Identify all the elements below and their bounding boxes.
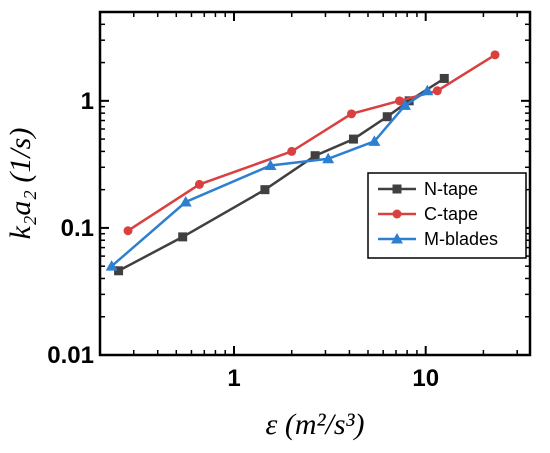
x-tick-label: 1 bbox=[227, 365, 240, 392]
data-point bbox=[322, 152, 335, 164]
data-point bbox=[490, 50, 500, 60]
data-point bbox=[123, 226, 133, 236]
data-point bbox=[179, 195, 192, 207]
data-point bbox=[394, 96, 404, 106]
series-c-tape bbox=[123, 50, 500, 236]
legend-item: M-blades bbox=[378, 229, 498, 249]
legend-swatch-marker bbox=[391, 233, 403, 244]
data-point bbox=[399, 99, 412, 110]
x-tick-label: 10 bbox=[412, 365, 439, 392]
x-axis-ticks: 1 10 bbox=[99, 12, 518, 392]
y-tick-label: 0.1 bbox=[61, 215, 94, 242]
data-point bbox=[346, 109, 356, 119]
data-point bbox=[287, 146, 297, 156]
data-point bbox=[114, 266, 124, 276]
legend-label: C-tape bbox=[424, 204, 478, 224]
data-point bbox=[432, 86, 442, 96]
data-point bbox=[368, 135, 381, 146]
data-point bbox=[310, 151, 320, 161]
data-point bbox=[439, 73, 449, 83]
y-axis-ticks: 0.01 0.1 1 bbox=[47, 11, 530, 369]
legend-label: M-blades bbox=[424, 229, 498, 249]
data-point bbox=[194, 179, 204, 189]
plot-frame bbox=[98, 10, 532, 357]
series-m-blades bbox=[105, 84, 434, 271]
data-point bbox=[264, 159, 277, 170]
data-point bbox=[260, 185, 270, 195]
data-point bbox=[404, 96, 414, 106]
y-tick-label: 1 bbox=[81, 88, 94, 115]
data-point bbox=[382, 112, 392, 122]
legend-item: N-tape bbox=[378, 179, 478, 199]
y-axis-title: k₂a₂ (1/s) bbox=[4, 128, 37, 240]
legend: N-tape C-tape M-blades bbox=[367, 172, 527, 259]
legend-item: C-tape bbox=[378, 204, 478, 224]
legend-swatch-marker bbox=[392, 184, 402, 194]
x-axis-title: ε (m²/s³) bbox=[266, 408, 365, 441]
series-layer bbox=[105, 50, 500, 276]
data-point bbox=[178, 232, 188, 242]
legend-swatch-marker bbox=[392, 209, 402, 219]
y-tick-label: 0.01 bbox=[47, 342, 94, 369]
data-point bbox=[105, 260, 118, 271]
plot-border bbox=[98, 10, 532, 357]
data-point bbox=[348, 134, 358, 144]
legend-label: N-tape bbox=[424, 179, 478, 199]
data-point bbox=[421, 84, 434, 96]
